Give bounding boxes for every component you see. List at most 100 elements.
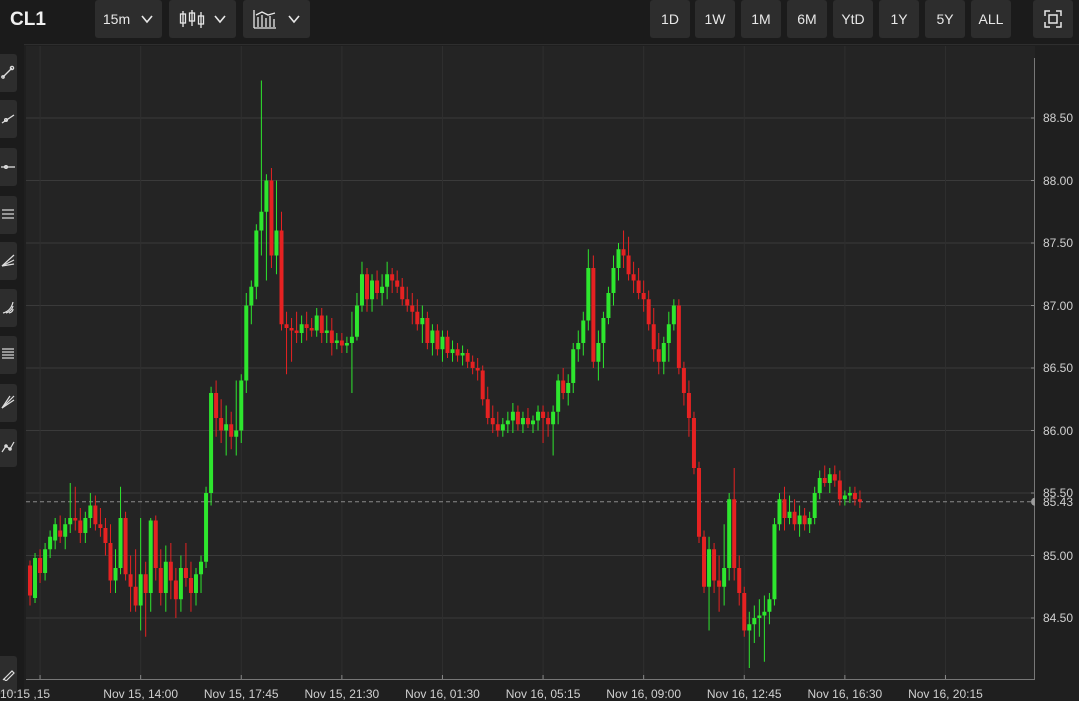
candle[interactable]: [666, 311, 671, 362]
candle[interactable]: [204, 486, 209, 568]
candle[interactable]: [641, 280, 646, 312]
candle[interactable]: [188, 561, 193, 612]
candle[interactable]: [123, 511, 128, 581]
interval-dropdown[interactable]: 15m: [95, 0, 162, 38]
candle[interactable]: [581, 311, 586, 356]
candle[interactable]: [591, 255, 596, 369]
range-ytd-button[interactable]: YtD: [833, 0, 873, 38]
candle[interactable]: [767, 593, 772, 625]
candle[interactable]: [324, 315, 329, 344]
candle[interactable]: [63, 518, 68, 550]
candle[interactable]: [611, 255, 616, 306]
candle[interactable]: [812, 486, 817, 525]
candle[interactable]: [354, 293, 359, 341]
brush-tool-button[interactable]: [0, 656, 17, 694]
candle[interactable]: [249, 280, 254, 325]
candle[interactable]: [531, 415, 535, 434]
candle[interactable]: [420, 305, 425, 344]
fibonacci-tool-button[interactable]: [0, 336, 17, 374]
candle[interactable]: [58, 515, 63, 544]
candle[interactable]: [691, 411, 696, 475]
candle[interactable]: [284, 311, 289, 375]
candle[interactable]: [797, 505, 802, 537]
candle[interactable]: [520, 411, 525, 433]
candle[interactable]: [606, 286, 611, 325]
candle[interactable]: [571, 343, 576, 393]
candle[interactable]: [319, 308, 324, 343]
candle[interactable]: [128, 555, 133, 612]
path-tool-button[interactable]: [0, 429, 17, 467]
candle[interactable]: [435, 324, 440, 356]
candle[interactable]: [430, 324, 435, 356]
candle[interactable]: [777, 493, 782, 531]
candle[interactable]: [254, 224, 259, 300]
chart-plot-area[interactable]: [26, 46, 1035, 680]
indicators-dropdown[interactable]: [243, 0, 310, 38]
candle[interactable]: [837, 470, 842, 506]
candle[interactable]: [536, 405, 541, 431]
candle[interactable]: [551, 405, 556, 456]
candle[interactable]: [239, 374, 244, 443]
candle[interactable]: [259, 80, 264, 256]
candle[interactable]: [148, 518, 153, 612]
candle[interactable]: [702, 530, 707, 594]
candle[interactable]: [415, 299, 420, 331]
range-5y-button[interactable]: 5Y: [925, 0, 965, 38]
candle[interactable]: [349, 311, 354, 393]
candle[interactable]: [807, 511, 812, 533]
candle[interactable]: [158, 549, 163, 606]
range-6m-button[interactable]: 6M: [787, 0, 827, 38]
candle[interactable]: [334, 333, 339, 350]
candle[interactable]: [495, 411, 500, 437]
candle[interactable]: [847, 486, 852, 503]
candle[interactable]: [817, 470, 822, 500]
candle[interactable]: [626, 236, 631, 281]
candle[interactable]: [747, 611, 752, 668]
channel-tool-button[interactable]: [0, 196, 17, 234]
candle[interactable]: [742, 586, 747, 637]
candle[interactable]: [98, 508, 103, 537]
candle[interactable]: [646, 290, 651, 331]
candle[interactable]: [727, 493, 732, 581]
candle[interactable]: [561, 368, 566, 400]
candle[interactable]: [329, 318, 334, 356]
candle[interactable]: [78, 508, 83, 543]
candle[interactable]: [269, 168, 274, 268]
candle[interactable]: [857, 490, 862, 509]
symbol-label[interactable]: CL1: [10, 9, 46, 30]
line-tool-button[interactable]: [0, 54, 17, 92]
candle[interactable]: [359, 261, 364, 312]
candle[interactable]: [168, 543, 173, 600]
candle[interactable]: [546, 411, 551, 437]
candle[interactable]: [556, 374, 561, 425]
candle[interactable]: [309, 318, 314, 337]
candle[interactable]: [586, 249, 591, 331]
candle[interactable]: [224, 405, 229, 456]
candle[interactable]: [193, 568, 198, 606]
candle[interactable]: [661, 336, 666, 375]
candle[interactable]: [73, 486, 78, 531]
chart-type-dropdown[interactable]: [169, 0, 236, 38]
candle[interactable]: [390, 268, 395, 293]
candle[interactable]: [264, 174, 269, 281]
candle[interactable]: [199, 555, 204, 594]
candle[interactable]: [395, 270, 400, 294]
candle[interactable]: [525, 408, 530, 428]
candle[interactable]: [787, 495, 792, 525]
candle[interactable]: [304, 311, 309, 341]
candle[interactable]: [782, 486, 787, 531]
candle[interactable]: [294, 311, 299, 343]
candle[interactable]: [676, 299, 681, 375]
candle[interactable]: [515, 405, 520, 431]
candle[interactable]: [470, 355, 475, 375]
candle[interactable]: [405, 286, 410, 312]
candle[interactable]: [445, 330, 450, 359]
candle[interactable]: [299, 315, 304, 344]
horizontal-line-button[interactable]: [0, 148, 17, 186]
candle[interactable]: [38, 549, 43, 583]
candle[interactable]: [822, 465, 827, 487]
candle[interactable]: [566, 374, 571, 406]
candle[interactable]: [541, 405, 546, 444]
candle[interactable]: [757, 599, 762, 637]
candle[interactable]: [209, 386, 214, 506]
